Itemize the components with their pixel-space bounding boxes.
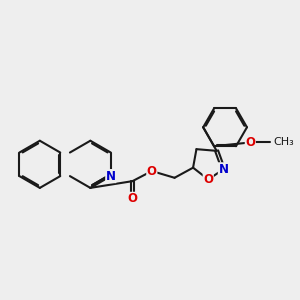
Text: O: O bbox=[128, 192, 137, 205]
Text: CH₃: CH₃ bbox=[273, 137, 294, 147]
Text: O: O bbox=[245, 136, 255, 149]
Text: O: O bbox=[147, 165, 157, 178]
Text: N: N bbox=[218, 163, 228, 176]
Text: N: N bbox=[106, 169, 116, 183]
Text: O: O bbox=[203, 173, 213, 186]
